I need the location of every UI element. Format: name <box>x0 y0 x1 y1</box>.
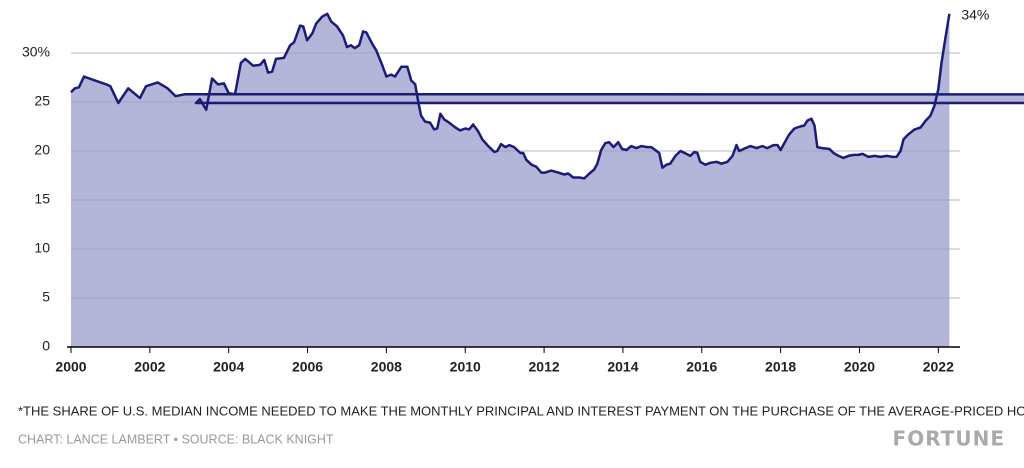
logo: FORTUNE <box>893 427 1005 451</box>
end-label: 34% <box>961 7 989 23</box>
area <box>71 13 1024 347</box>
y-tick-label: 20 <box>34 142 50 158</box>
y-tick-label: 10 <box>34 240 50 256</box>
x-tick-label: 2018 <box>765 359 796 375</box>
x-tick-label: 2002 <box>134 359 165 375</box>
y-tick-label: 0 <box>42 338 50 354</box>
x-tick-label: 2022 <box>923 359 954 375</box>
footnote: *THE SHARE OF U.S. MEDIAN INCOME NEEDED … <box>18 403 1024 418</box>
y-tick-label: 25 <box>34 93 50 109</box>
x-tick-label: 2000 <box>55 359 86 375</box>
y-tick-label: 5 <box>42 289 50 305</box>
x-tick-label: 2006 <box>292 359 323 375</box>
x-tick-label: 2016 <box>686 359 717 375</box>
credit: CHART: LANCE LAMBERT • SOURCE: BLACK KNI… <box>18 432 334 446</box>
x-tick-label: 2020 <box>844 359 875 375</box>
x-tick-label: 2008 <box>371 359 402 375</box>
y-tick-label: 30% <box>22 44 50 60</box>
y-tick-label: 15 <box>34 191 50 207</box>
x-tick-label: 2004 <box>213 359 244 375</box>
x-tick-label: 2010 <box>450 359 481 375</box>
line <box>70 12 1024 180</box>
x-tick-label: 2012 <box>529 359 560 375</box>
x-tick-label: 2014 <box>607 359 638 375</box>
